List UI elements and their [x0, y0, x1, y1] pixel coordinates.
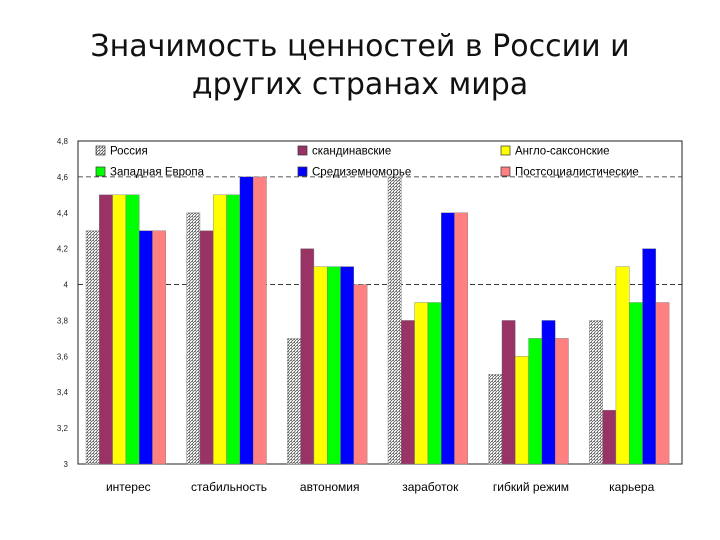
x-category-label: интерес	[106, 480, 151, 494]
bar-0-0	[85, 230, 100, 465]
legend-swatch	[297, 166, 308, 177]
bar-4-3	[528, 338, 543, 465]
legend-label: скандинавские	[312, 146, 391, 158]
bar-2-2	[313, 266, 328, 465]
bar-1-2	[213, 194, 227, 465]
legend-label: Россия	[110, 146, 148, 158]
bar-4-5	[554, 338, 569, 465]
bar-3-5	[454, 212, 469, 465]
bar-2-0	[287, 338, 301, 465]
y-tick-label: 4,6	[57, 173, 69, 182]
y-tick-label: 3,4	[57, 388, 69, 397]
bar-0-1	[99, 194, 113, 465]
bar-1-5	[252, 176, 267, 465]
bar-0-5	[152, 230, 167, 465]
bar-5-0	[589, 320, 603, 465]
bar-3-0	[387, 176, 402, 465]
legend-label: Англо-саксонские	[515, 146, 610, 158]
bar-1-1	[199, 230, 214, 465]
bar-3-2	[414, 302, 429, 465]
legend-swatch	[95, 145, 106, 156]
x-category-label: стабильность	[191, 480, 267, 494]
bar-5-2	[615, 266, 630, 465]
bar-2-1	[300, 248, 315, 465]
y-tick-label: 3,6	[57, 352, 69, 361]
y-tick-label: 4,8	[57, 137, 69, 146]
bar-5-3	[629, 302, 643, 465]
legend: Россия скандинавские Англо-саксонские Запад…	[95, 145, 639, 179]
y-axis-ticks: 3 3,2 3,4 3,6 3,8 4 4,2 4,4 4,6 4,8	[57, 137, 69, 469]
bar-1-3	[226, 194, 241, 465]
x-category-label: гибкий режим	[493, 480, 569, 494]
bar-5-1	[602, 409, 617, 465]
plot-frame	[77, 140, 683, 465]
x-category-label: заработок	[402, 480, 459, 494]
y-tick-label: 4,4	[57, 209, 69, 218]
legend-swatch	[500, 145, 511, 156]
bar-1-4	[239, 176, 254, 465]
y-tick-label: 3,2	[57, 424, 69, 433]
x-axis-categories: интерес стабильность автономия заработок гиб…	[106, 480, 655, 494]
slide-title-line-1: Значимость ценностей в России и	[90, 29, 630, 64]
bar-4-4	[541, 320, 556, 465]
bar-0-4	[138, 230, 153, 465]
x-category-label: карьера	[609, 480, 654, 494]
slide-title-line-2: других странах мира	[191, 67, 529, 102]
y-tick-label: 4	[64, 281, 69, 290]
legend-label: Западная Европа	[110, 167, 205, 179]
legend-label: Средиземноморье	[312, 167, 411, 179]
bar-5-5	[655, 302, 670, 465]
y-tick-label: 4,2	[57, 245, 69, 254]
bar-4-1	[501, 320, 516, 465]
bars-layer	[85, 176, 670, 465]
legend-swatch	[95, 166, 106, 177]
slide-title: Значимость ценностей в России и других с…	[40, 28, 680, 104]
bar-3-3	[427, 302, 442, 465]
x-category-label: автономия	[300, 480, 360, 494]
bar-3-4	[441, 212, 455, 465]
bar-5-4	[642, 248, 657, 465]
bar-4-0	[488, 374, 503, 465]
legend-swatch	[500, 166, 511, 177]
legend-label: Постсоциалистические	[515, 167, 639, 179]
bar-3-1	[401, 320, 415, 465]
bar-0-2	[112, 194, 127, 465]
legend-swatch	[297, 145, 308, 156]
bar-2-5	[353, 284, 368, 465]
bar-2-3	[327, 266, 341, 465]
y-tick-label: 3,8	[57, 316, 69, 325]
bar-0-3	[125, 194, 140, 465]
bar-2-4	[340, 266, 355, 465]
y-tick-label: 3	[64, 460, 69, 469]
axis-layer	[77, 140, 683, 465]
bar-1-0	[186, 212, 201, 465]
bar-4-2	[515, 356, 529, 465]
